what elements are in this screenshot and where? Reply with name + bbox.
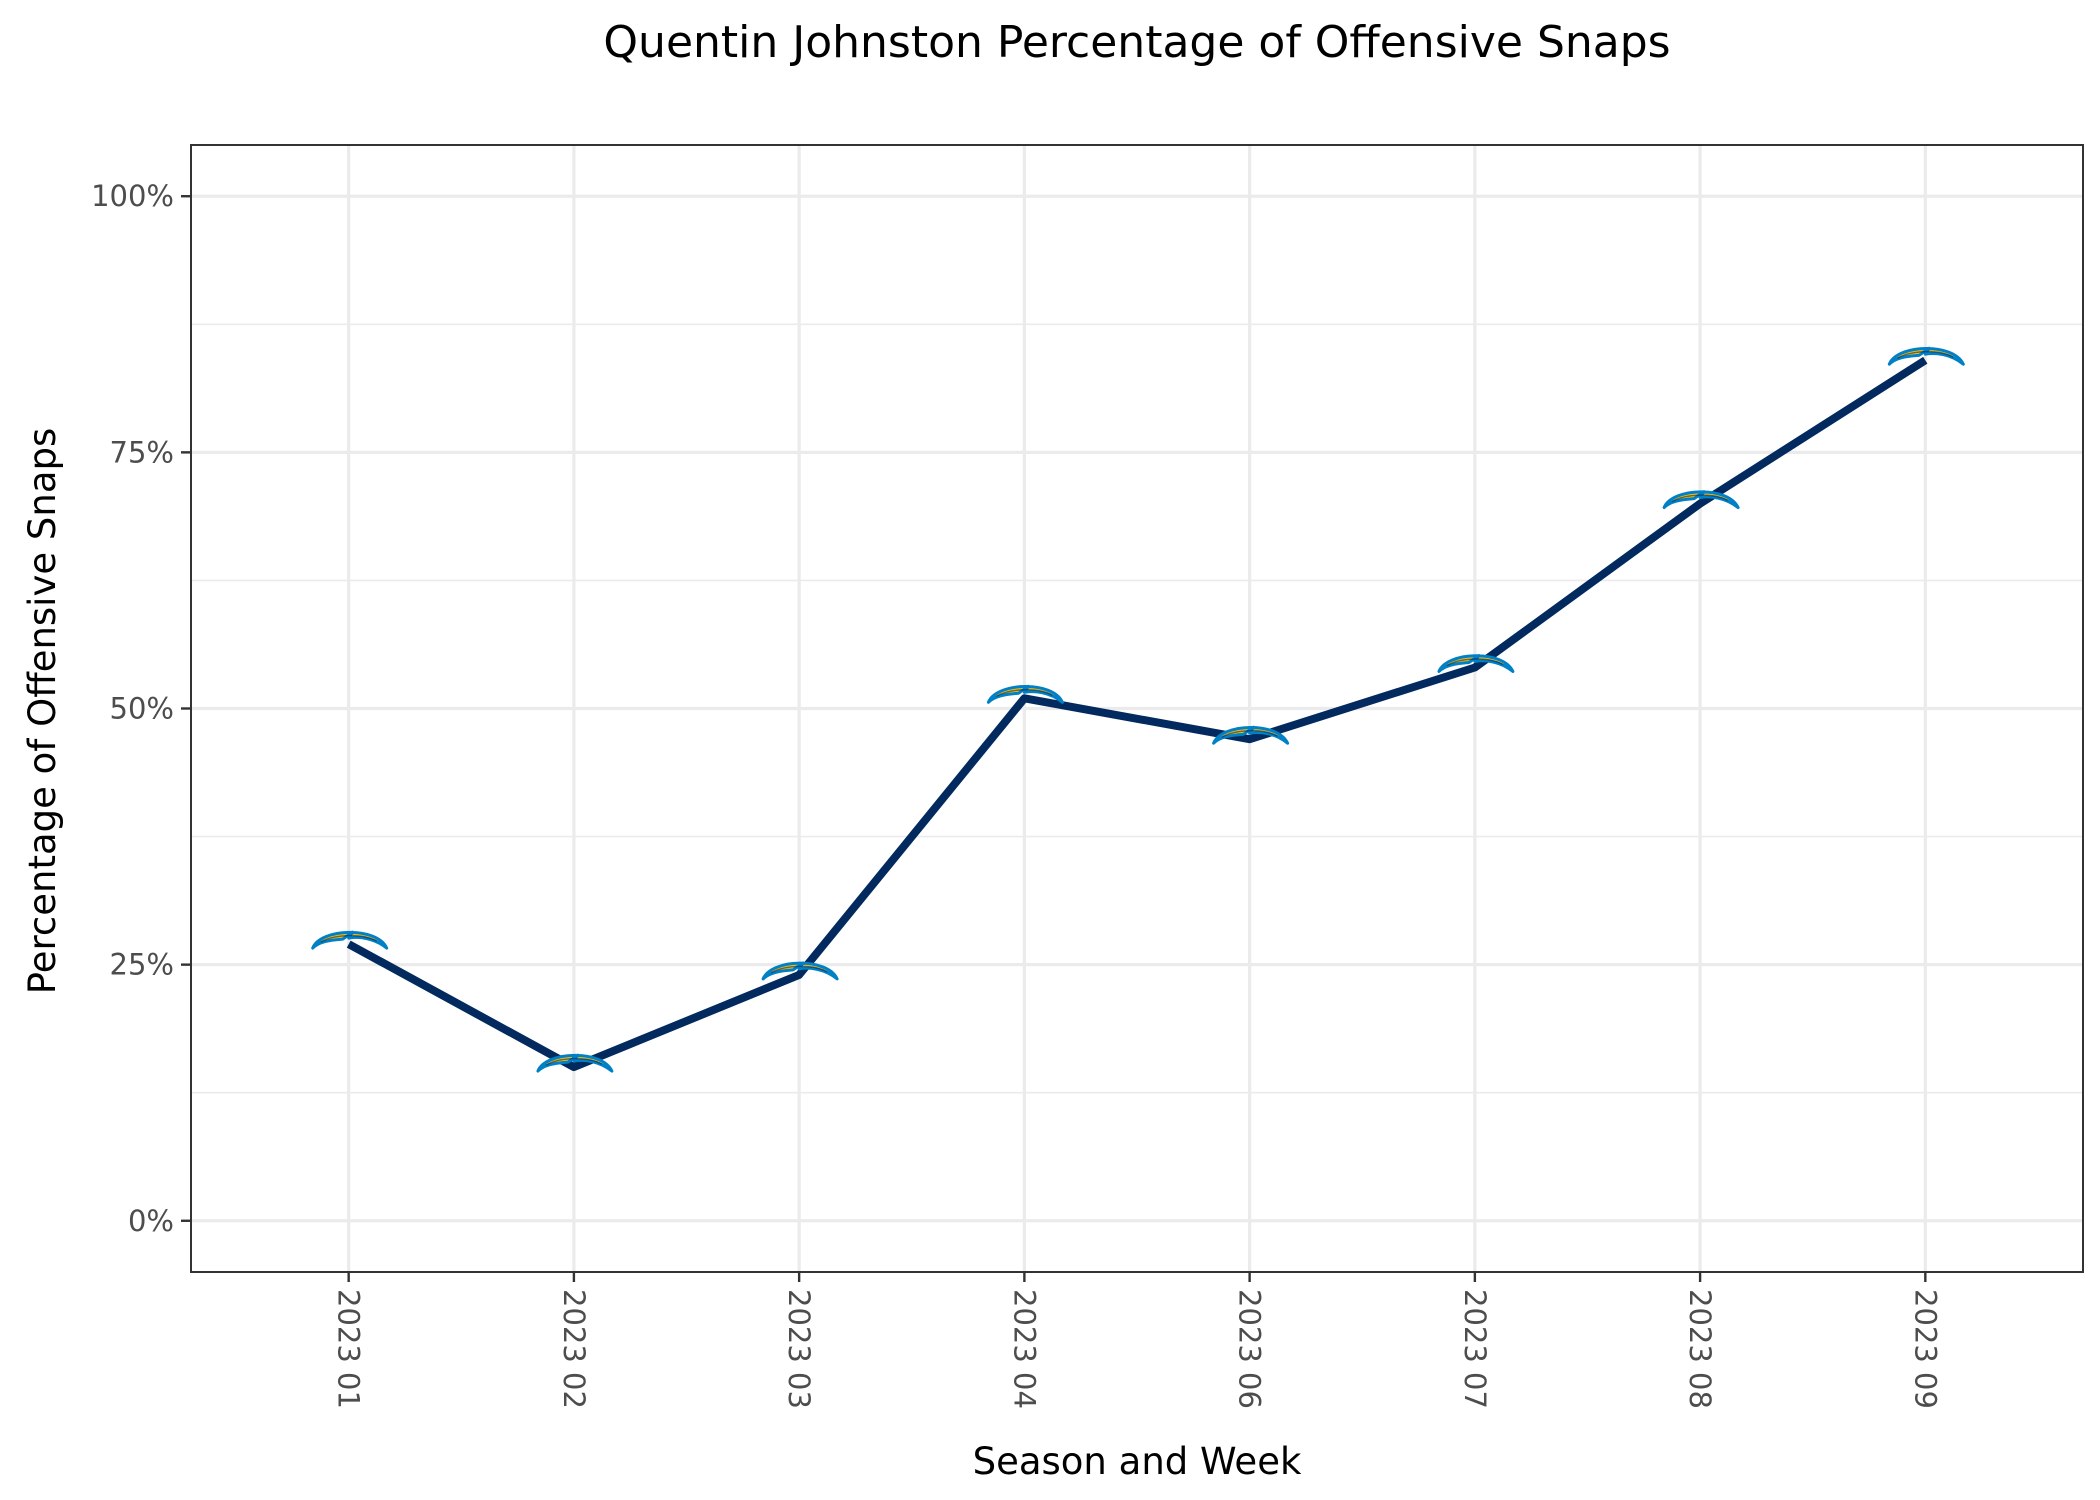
bolt-logo-icon	[1437, 654, 1515, 673]
data-point-marker	[1662, 490, 1740, 510]
x-tick-label: 2023 08	[1683, 1289, 1717, 1409]
bolt-logo-icon	[761, 961, 839, 981]
chart-title: Quentin Johnston Percentage of Offensive…	[603, 17, 1670, 68]
x-axis: 2023 01 2023 02 2023 03 2023 04 2023 06 2023 …	[332, 1272, 1942, 1409]
x-tick-label: 2023 07	[1458, 1289, 1492, 1409]
y-tick-label: 100%	[91, 179, 174, 213]
data-point-marker	[1212, 725, 1290, 745]
bolt-logo-detail	[1896, 350, 1954, 359]
x-tick-label: 2023 09	[1908, 1289, 1942, 1409]
data-point-marker	[986, 684, 1064, 704]
series-line	[346, 356, 1928, 1072]
y-tick-label: 75%	[110, 435, 174, 469]
bolt-logo-detail	[1671, 494, 1729, 503]
y-tick-label: 0%	[128, 1204, 174, 1238]
bolt-logo-detail	[1221, 729, 1278, 738]
x-tick-label: 2023 04	[1007, 1289, 1041, 1409]
bolt-logo-detail	[996, 689, 1053, 697]
data-point-marker	[311, 930, 389, 950]
x-tick-label: 2023 02	[557, 1289, 591, 1409]
data-point-marker	[761, 961, 839, 981]
data-point-marker	[1887, 346, 1965, 366]
x-tick-label: 2023 06	[1233, 1289, 1267, 1409]
bolt-logo-detail	[770, 965, 828, 974]
bolt-logo-icon	[1662, 490, 1740, 510]
gridlines	[191, 145, 2083, 1272]
bolt-logo-icon	[536, 1053, 614, 1073]
x-tick-label: 2023 03	[782, 1289, 816, 1409]
data-point-marker	[536, 1053, 614, 1073]
x-axis-title: Season and Week	[973, 1440, 1302, 1483]
bolt-logo-icon	[1887, 346, 1965, 366]
y-tick-label: 50%	[110, 692, 174, 726]
y-axis-title: Percentage of Offensive Snaps	[21, 428, 64, 995]
bolt-logo-icon	[1212, 725, 1290, 745]
bolt-logo-detail	[1446, 658, 1504, 667]
bolt-logo-icon	[311, 930, 389, 950]
bolt-logo-detail	[545, 1057, 603, 1066]
series	[311, 346, 1965, 1073]
y-axis: 0% 25% 50% 75% 100%	[91, 179, 191, 1238]
bolt-logo-icon	[986, 684, 1064, 704]
data-point-marker	[1437, 654, 1515, 673]
bolt-logo-detail	[320, 934, 378, 943]
y-tick-label: 25%	[110, 948, 174, 982]
x-tick-label: 2023 01	[332, 1289, 366, 1409]
